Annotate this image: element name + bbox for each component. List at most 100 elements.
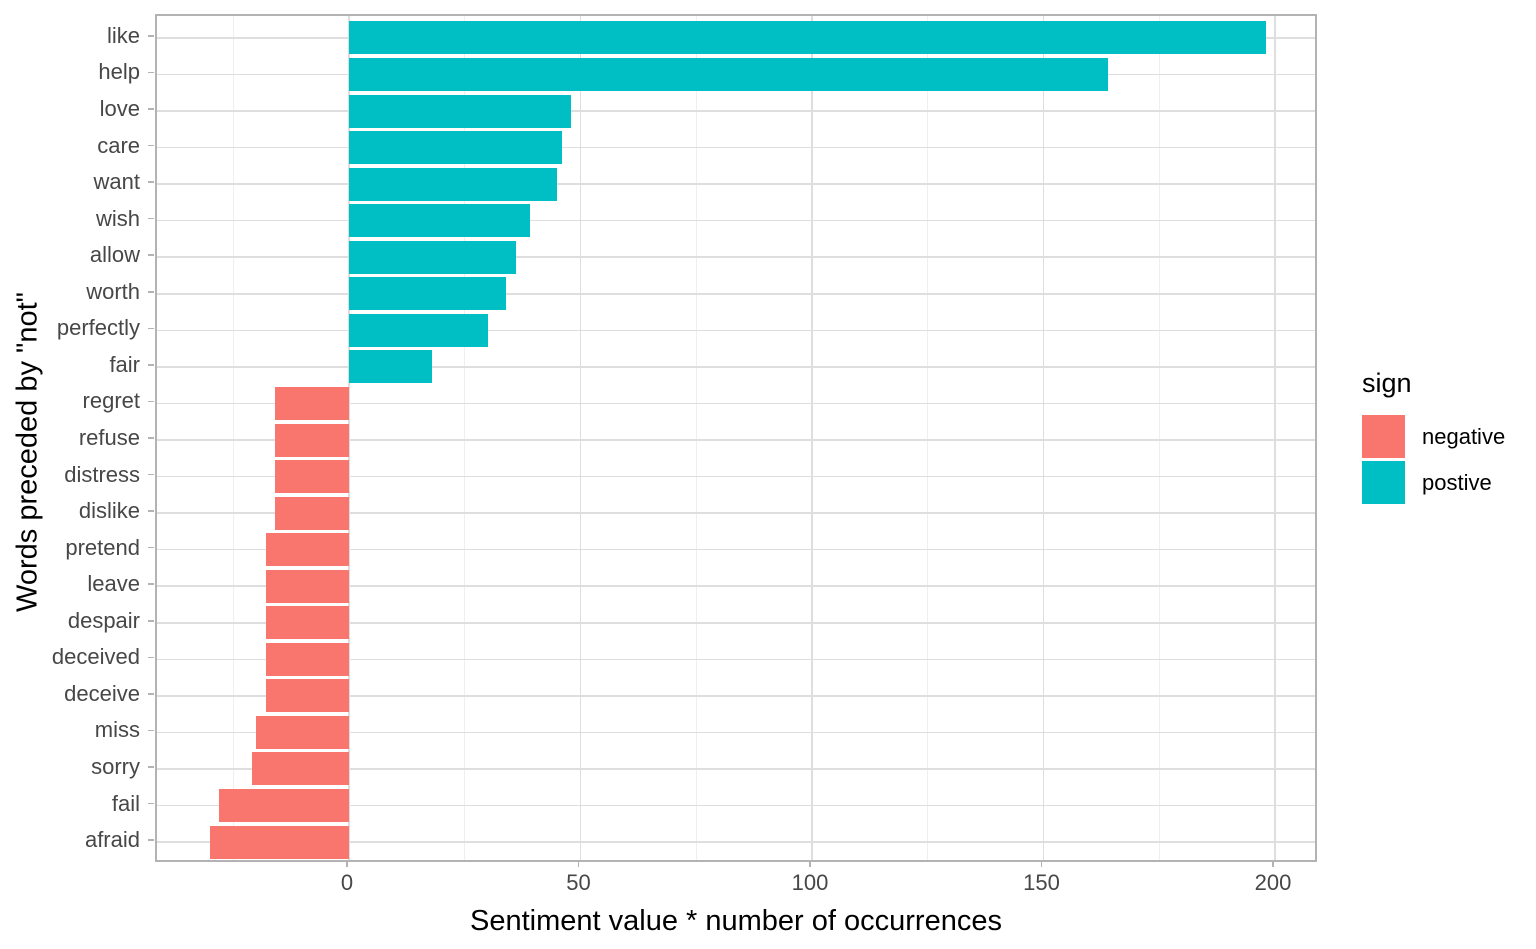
y-tick-label-regret: regret — [82, 388, 140, 414]
y-tick-label-leave: leave — [87, 571, 140, 597]
y-tick-fail — [148, 802, 154, 805]
y-tick-love — [148, 108, 154, 110]
gridline-y-allow — [157, 256, 1315, 258]
legend-item-postive: postive — [1362, 461, 1505, 504]
bar-fail — [219, 789, 349, 823]
y-tick-label-fair: fair — [109, 351, 140, 377]
y-tick-label-deceived: deceived — [51, 644, 140, 670]
y-tick-label-deceive: deceive — [64, 680, 140, 706]
bar-perfectly — [349, 313, 488, 347]
x-tick-0 — [346, 862, 348, 867]
gridline-y-fair — [157, 366, 1315, 368]
y-tick-regret — [148, 400, 154, 403]
y-tick-label-pretend: pretend — [65, 534, 140, 560]
gridline-y-wish — [157, 219, 1315, 222]
bar-despair — [265, 606, 349, 640]
y-tick-label-refuse: refuse — [78, 425, 140, 450]
bar-distress — [274, 460, 349, 494]
y-tick-worth — [148, 291, 154, 293]
bar-deceive — [265, 679, 349, 713]
y-tick-label-perfectly: perfectly — [56, 315, 140, 341]
gridline-y-leave — [157, 585, 1315, 587]
x-tick-label-150: 150 — [1023, 870, 1060, 895]
y-tick-care — [148, 144, 154, 147]
legend: sign negative postive — [1362, 368, 1505, 507]
plot-panel — [155, 14, 1317, 862]
bar-sorry — [251, 752, 349, 786]
y-tick-label-miss: miss — [94, 717, 140, 743]
legend-title: sign — [1362, 368, 1412, 398]
bar-refuse — [274, 423, 349, 457]
bar-miss — [256, 715, 349, 749]
gridline-x-major-0 — [348, 16, 350, 860]
gridline-x-minor--25 — [232, 16, 234, 860]
bar-like — [349, 21, 1266, 55]
y-tick-want — [148, 181, 154, 183]
y-tick-leave — [148, 583, 154, 585]
y-tick-label-worth: worth — [86, 278, 140, 304]
x-tick-label-50: 50 — [566, 870, 591, 895]
bar-love — [349, 94, 572, 128]
gridline-y-refuse — [157, 439, 1315, 441]
bar-fair — [349, 350, 433, 384]
legend-label-postive: postive — [1422, 469, 1492, 495]
gridline-y-miss — [157, 731, 1315, 734]
y-tick-label-love: love — [99, 96, 140, 122]
gridline-y-despair — [157, 622, 1315, 624]
x-axis-title: Sentiment value * number of occurrences — [470, 905, 1002, 937]
legend-items: negative postive — [1362, 415, 1505, 504]
legend-item-negative: negative — [1362, 415, 1505, 458]
bar-afraid — [210, 825, 349, 859]
gridline-x-minor-125 — [927, 16, 929, 860]
y-tick-label-distress: distress — [64, 461, 140, 487]
y-tick-pretend — [148, 546, 154, 549]
gridline-y-fail — [157, 804, 1315, 807]
gridline-y-want — [157, 183, 1315, 185]
gridline-x-minor-75 — [695, 16, 697, 860]
x-tick-label-100: 100 — [791, 870, 829, 895]
y-tick-allow — [148, 254, 154, 256]
y-tick-distress — [148, 473, 154, 476]
gridline-y-love — [157, 110, 1315, 112]
gridline-y-care — [157, 146, 1315, 149]
gridline-x-major-100 — [811, 16, 813, 860]
bar-dislike — [274, 496, 349, 530]
x-tick-label-0: 0 — [340, 870, 354, 895]
y-tick-label-allow: allow — [89, 242, 140, 268]
y-tick-label-sorry: sorry — [91, 753, 140, 779]
y-tick-label-want: want — [93, 169, 140, 195]
gridline-y-deceive — [157, 695, 1315, 697]
y-tick-label-like: like — [106, 22, 140, 48]
legend-key-postive-swatch — [1362, 461, 1405, 504]
bar-regret — [274, 386, 349, 420]
gridline-x-minor-25 — [464, 16, 466, 860]
legend-key-negative-swatch — [1362, 415, 1405, 458]
bar-care — [349, 131, 562, 165]
gridline-y-perfectly — [157, 329, 1315, 332]
gridline-y-regret — [157, 402, 1315, 405]
y-tick-sorry — [148, 766, 154, 768]
y-tick-help — [148, 71, 154, 74]
gridline-x-major-50 — [579, 16, 582, 860]
legend-label-negative: negative — [1422, 423, 1506, 449]
x-tick-label-200: 200 — [1254, 870, 1292, 895]
y-tick-label-despair: despair — [67, 607, 140, 633]
bar-worth — [349, 277, 507, 311]
gridline-y-dislike — [157, 512, 1315, 514]
bar-wish — [349, 204, 530, 238]
gridline-y-worth — [157, 293, 1315, 295]
bar-pretend — [265, 533, 349, 567]
gridline-x-major-200 — [1274, 16, 1276, 860]
x-tick-150 — [1040, 862, 1043, 867]
x-tick-100 — [809, 862, 811, 867]
gridline-y-distress — [157, 475, 1315, 478]
gridline-x-major-150 — [1042, 16, 1045, 860]
y-tick-wish — [148, 217, 154, 220]
y-tick-label-fail: fail — [111, 790, 140, 816]
bar-help — [349, 57, 1109, 91]
y-tick-label-afraid: afraid — [84, 827, 140, 853]
y-tick-label-help: help — [98, 59, 140, 85]
y-tick-label-wish: wish — [95, 205, 140, 231]
y-tick-perfectly — [148, 327, 154, 330]
